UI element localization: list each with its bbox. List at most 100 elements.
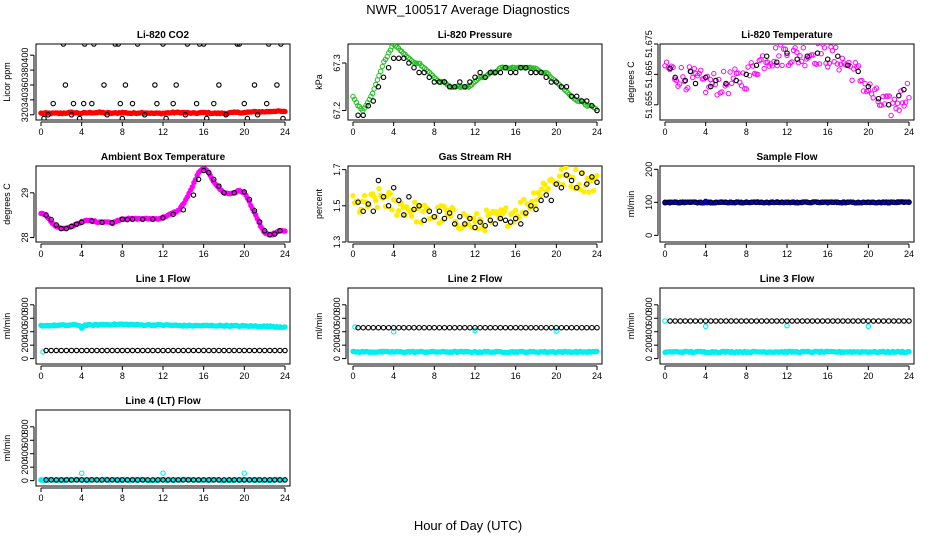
line-2-flow-point — [355, 324, 361, 331]
line-4-lt-flow-point — [129, 477, 136, 483]
sample-flow-frame — [659, 165, 915, 243]
line-3-flow-point — [738, 318, 745, 324]
gas-stream-rh-mark — [408, 213, 415, 219]
li820-pressure-mark — [371, 86, 377, 92]
line-3-flow-point — [687, 318, 694, 324]
line-4-lt-flow-point — [63, 477, 70, 483]
li820-pressure-point — [380, 74, 387, 81]
gas-stream-rh-x-tick-label: 4 — [391, 249, 396, 259]
line-1-flow-point — [251, 347, 258, 354]
line-4-lt-flow-point — [155, 477, 161, 483]
sample-flow-point — [682, 199, 689, 206]
line-4-lt-flow-point — [190, 477, 197, 483]
line-4-lt-flow-point — [109, 477, 115, 483]
li820-temperature-x-tick-label: 0 — [662, 127, 667, 137]
line-1-flow-point — [206, 347, 212, 354]
li820-pressure-point — [431, 79, 438, 85]
li820-temperature-y-tick-label: 51.655 — [644, 91, 654, 119]
ambient-box-temperature-point — [170, 211, 176, 218]
line-4-lt-flow-point — [175, 477, 182, 483]
line-3-flow-x-tick-label: 4 — [703, 371, 708, 381]
li820-pressure-point — [451, 84, 458, 90]
line-4-lt-flow-point — [150, 477, 156, 483]
ambient-box-temperature-point — [246, 196, 253, 203]
li820-co2-point — [263, 100, 270, 107]
line-1-flow-point — [236, 347, 243, 354]
li820-co2-y-label: Licor ppm — [2, 62, 12, 102]
li820-temperature-point — [743, 71, 750, 78]
line-4-lt-flow-point — [78, 477, 85, 483]
line-4-lt-flow-point — [195, 477, 202, 483]
gas-stream-rh-point — [538, 197, 544, 204]
line-4-lt-flow-x-tick-label: 8 — [120, 493, 125, 503]
line-1-flow-point — [119, 347, 126, 354]
li820-temperature-point — [692, 80, 699, 87]
line-1-flow-point — [40, 349, 46, 355]
li820-co2-point — [89, 100, 95, 107]
sample-flow-point — [799, 199, 806, 206]
li820-temperature-mark — [691, 65, 697, 72]
gas-stream-rh-point — [370, 208, 377, 214]
line-2-flow-point — [558, 324, 565, 331]
line-2-flow-point — [492, 324, 499, 331]
line-2-flow-point — [579, 324, 585, 331]
line-4-lt-flow-point — [277, 477, 283, 483]
line-3-flow-point — [814, 318, 821, 324]
gas-stream-rh-mark — [395, 208, 402, 214]
line-2-flow-point — [573, 324, 580, 331]
line-4-lt-flow-point — [200, 477, 207, 483]
line-2-flow-point — [426, 324, 433, 331]
li820-co2-point — [91, 44, 97, 47]
line-3-flow-x-tick-label: 12 — [782, 371, 792, 381]
li820-pressure-point — [502, 64, 509, 71]
li820-temperature-mark — [789, 59, 795, 65]
li820-pressure-point — [533, 69, 539, 76]
line-4-lt-flow-point — [48, 477, 54, 483]
line-2-flow-point — [436, 324, 443, 331]
line-2-flow-x-tick-label: 20 — [551, 371, 561, 381]
line-3-flow-point — [748, 318, 755, 324]
ambient-box-temperature-x-tick-label: 4 — [79, 249, 84, 259]
li820-temperature-mark — [761, 65, 767, 72]
li820-temperature-mark — [878, 102, 884, 108]
line-4-lt-flow-point — [236, 477, 243, 483]
li820-co2-point — [122, 82, 129, 88]
gas-stream-rh-mark — [473, 211, 480, 217]
sample-flow-point — [789, 199, 795, 206]
gas-stream-rh-x-tick-label: 16 — [511, 249, 521, 259]
gas-stream-rh-point — [594, 179, 600, 186]
line-4-lt-flow-point — [104, 477, 110, 483]
li820-temperature-mark — [849, 77, 855, 84]
li820-co2-x-axis: 0 4 8 12 16 20 24 — [38, 121, 290, 137]
line-1-flow-x-tick-label: 8 — [120, 371, 125, 381]
li820-co2-point — [196, 44, 203, 47]
line-4-lt-flow-title: Line 4 (LT) Flow — [125, 396, 201, 407]
sample-flow-point — [794, 199, 800, 206]
gas-stream-rh-point — [441, 215, 448, 222]
line-4-lt-flow-point — [246, 477, 253, 483]
li820-temperature-point — [702, 74, 709, 81]
line-2-flow-point — [360, 324, 366, 331]
line-4-lt-flow-x-tick-label: 4 — [79, 493, 84, 503]
li820-temperature-point — [687, 68, 694, 75]
sample-flow-point — [713, 199, 719, 206]
li820-pressure-point — [579, 98, 585, 104]
line-2-flow-point — [406, 324, 412, 331]
sample-flow-point — [891, 199, 897, 206]
line-2-flow-point — [396, 324, 402, 331]
gas-stream-rh-point — [563, 172, 570, 178]
li820-temperature-mark — [906, 95, 912, 101]
li820-co2-point — [152, 82, 158, 88]
li820-temperature-x-tick-label: 12 — [782, 127, 792, 137]
li820-pressure-point — [487, 69, 494, 76]
line-2-flow-point — [512, 324, 519, 331]
line-1-flow-point — [180, 347, 187, 354]
line-1-flow-point — [261, 347, 268, 354]
line-4-lt-flow-point — [251, 477, 258, 483]
gas-stream-rh-point — [406, 194, 412, 200]
line-1-flow-series-1 — [40, 349, 46, 355]
line-2-flow-point — [380, 324, 387, 331]
gas-stream-rh-point — [401, 212, 407, 218]
